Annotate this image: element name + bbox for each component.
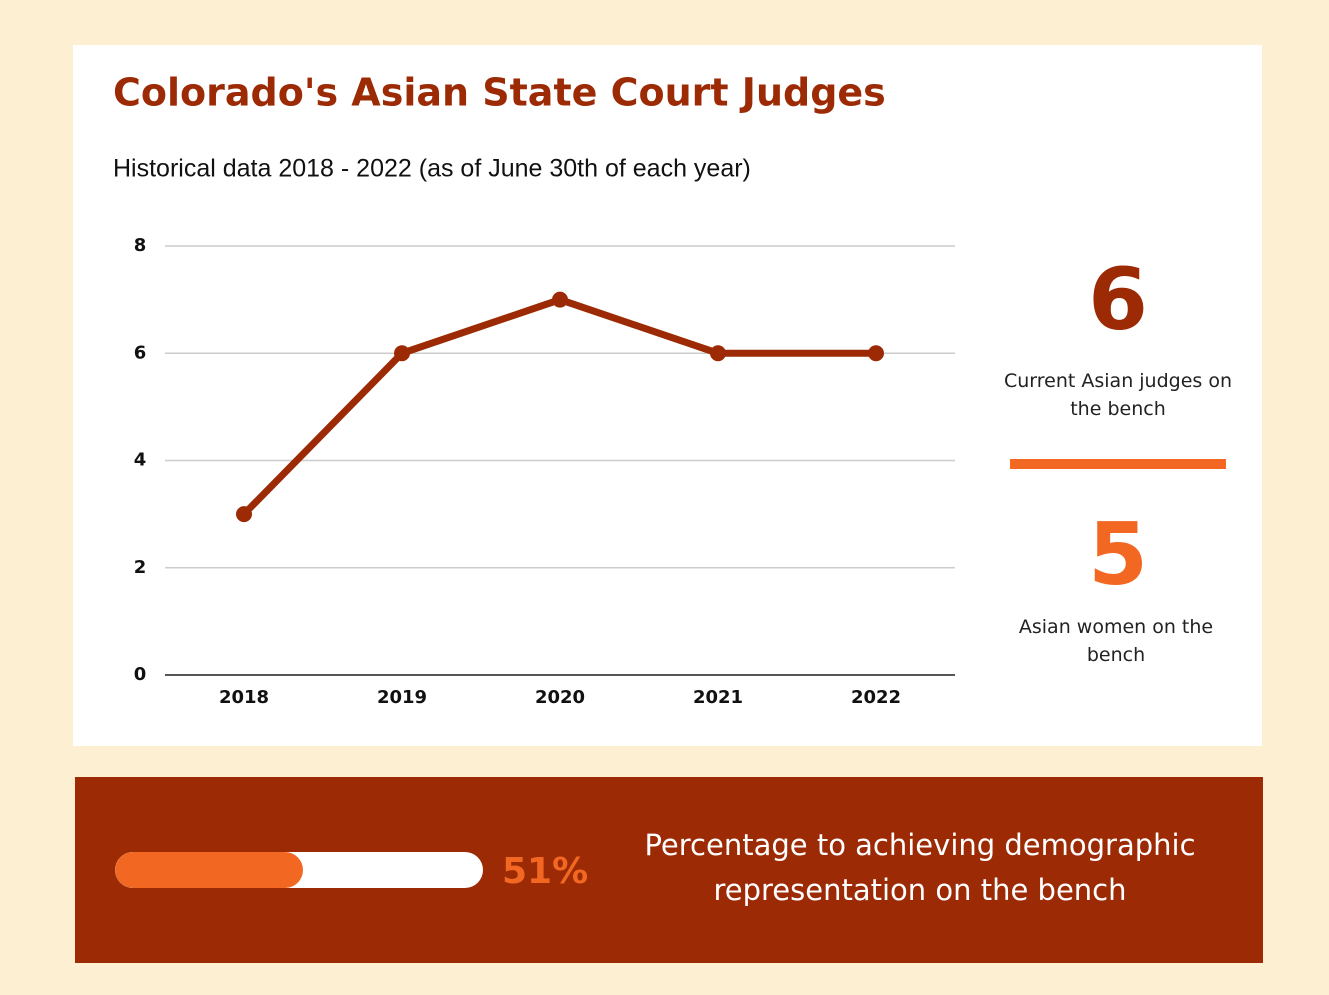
divider bbox=[1010, 459, 1226, 469]
x-tick-label: 2018 bbox=[219, 687, 269, 708]
stat-label: Current Asian judges on the bench bbox=[1003, 370, 1233, 420]
point bbox=[710, 345, 726, 362]
y-tick-label: 8 bbox=[134, 235, 147, 256]
x-tick-label: 2022 bbox=[851, 687, 901, 708]
point bbox=[552, 291, 568, 308]
stat-value: 6 bbox=[1088, 250, 1148, 350]
stat-label: Asian women on the bench bbox=[1018, 616, 1214, 666]
y-tick-label: 0 bbox=[134, 664, 147, 685]
chart-panel bbox=[73, 45, 1262, 746]
progress-track bbox=[115, 852, 483, 888]
x-tick-label: 2021 bbox=[693, 687, 743, 708]
y-tick-label: 4 bbox=[134, 450, 147, 471]
point bbox=[236, 506, 252, 523]
chart-title: Colorado's Asian State Court Judges bbox=[113, 71, 886, 115]
stat-value: 5 bbox=[1088, 505, 1148, 605]
y-tick-label: 6 bbox=[134, 342, 147, 363]
y-tick-label: 2 bbox=[134, 557, 147, 578]
chart-subtitle: Historical data 2018 - 2022 (as of June … bbox=[113, 155, 751, 183]
progress-label: Percentage to achieving demographic repr… bbox=[644, 828, 1196, 907]
x-tick-label: 2019 bbox=[377, 687, 427, 708]
progress-fill bbox=[115, 852, 303, 888]
x-tick-label: 2020 bbox=[535, 687, 585, 708]
point bbox=[394, 345, 410, 362]
chart: Colorado's Asian State Court Judges Hist… bbox=[113, 71, 955, 708]
point bbox=[868, 345, 884, 362]
progress-value-label: 51% bbox=[502, 851, 589, 892]
line bbox=[241, 296, 876, 517]
